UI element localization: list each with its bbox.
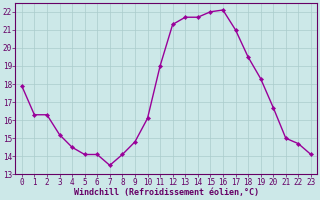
X-axis label: Windchill (Refroidissement éolien,°C): Windchill (Refroidissement éolien,°C) (74, 188, 259, 197)
